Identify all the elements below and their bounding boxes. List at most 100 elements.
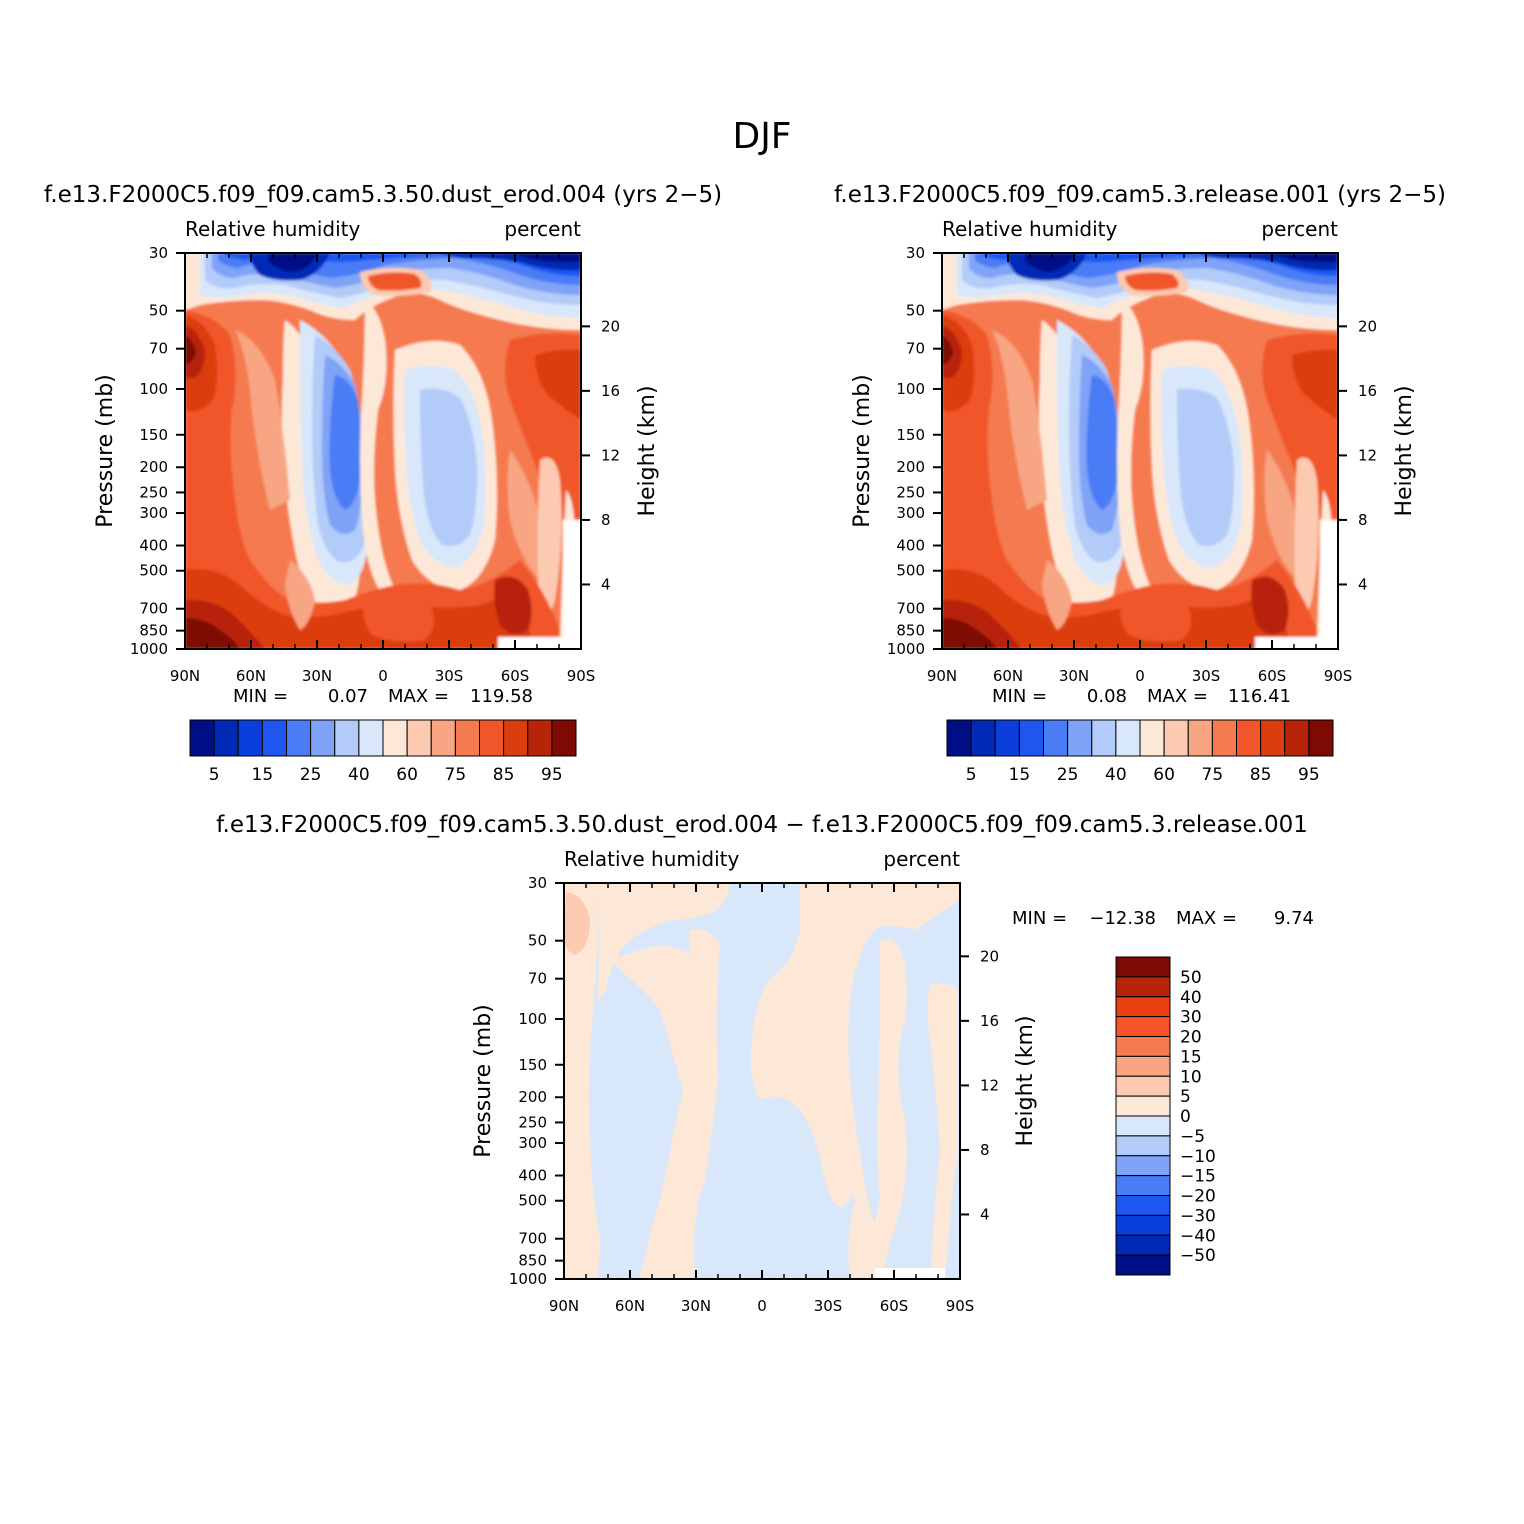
panel-a-y-axis-title: Pressure (mb) [93,374,118,528]
rh-contour-band [185,618,240,649]
colorbar-swatch [237,719,263,757]
colorbar-swatch [1115,1115,1171,1137]
colorbar-swatch [1043,719,1069,757]
panel-b-variable-label: Relative humidity [942,217,1117,241]
y2-tick-label: 4 [1358,575,1368,593]
colorbar-label: 15 [1180,1047,1202,1067]
colorbar-label: 85 [1250,765,1272,785]
rh-contour-band [535,349,581,420]
rh-contour-band [1294,457,1319,623]
colorbar-swatch [454,719,480,757]
y-tick-label: 200 [139,458,168,476]
rh-contour-band [1264,450,1299,580]
rh-contour-band [285,560,315,630]
y-tick-label: 30 [906,244,925,262]
y2-tick-label: 16 [601,382,620,400]
panel-c-missing-data [875,1268,945,1279]
x-tick-label: 90S [1324,667,1353,685]
colorbar-swatch [503,719,529,757]
colorbar-swatch [1236,719,1262,757]
x-tick-label: 30S [1192,667,1221,685]
y-tick-label: 100 [139,380,168,398]
colorbar-swatch [1211,719,1237,757]
rh-contour-band [360,300,395,600]
colorbar-swatch [994,719,1020,757]
colorbar-label: 75 [445,765,467,785]
diff-region-pos-5 [751,883,960,1207]
panel-c-max-value: 9.74 [1274,908,1314,929]
x-tick-label: 0 [1135,667,1145,685]
colorbar-label: 60 [1153,765,1175,785]
rh-contour-band [235,330,290,510]
colorbar-swatch [1115,1155,1171,1177]
colorbar-label: 20 [1180,1028,1202,1048]
colorbar-swatch [430,719,456,757]
colorbar-label: 40 [1180,988,1202,1008]
colorbar-label: 5 [1180,1087,1191,1107]
panel-b-subtitle: f.e13.F2000C5.f09_f09.cam5.3.release.001… [834,182,1446,208]
colorbar-label: 95 [1298,765,1320,785]
colorbar-label: 5 [209,765,220,785]
panel-c-units-label: percent [883,847,960,871]
diff-region-pos-8 [927,983,958,1279]
colorbar-swatch [1091,719,1117,757]
y-tick-label: 300 [518,1134,547,1152]
y-tick-label: 70 [906,340,925,358]
panel-b-max-label: MAX = [1147,686,1208,707]
colorbar-label: −5 [1180,1127,1205,1147]
x-tick-label: 30N [681,1297,711,1315]
rh-contour-band [498,637,563,649]
y-tick-label: 200 [896,458,925,476]
colorbar-swatch [1115,996,1171,1018]
panel-b-max-value: 116.41 [1228,686,1291,707]
y-tick-label: 100 [896,380,925,398]
y2-tick-label: 4 [601,575,611,593]
y-tick-label: 700 [518,1230,547,1248]
y-tick-label: 500 [139,562,168,580]
colorbar-label: 25 [1057,765,1079,785]
colorbar-label: 50 [1180,968,1202,988]
y-tick-label: 150 [518,1056,547,1074]
x-tick-label: 60S [880,1297,909,1315]
colorbar-label: −10 [1180,1147,1216,1167]
y-tick-label: 50 [528,932,547,950]
colorbar-swatch [382,719,408,757]
rh-contour-band [1086,375,1118,510]
rh-contour-band [507,450,542,580]
y-tick-label: 250 [518,1113,547,1131]
panel-c-y2-axis-title: Height (km) [1013,1015,1038,1146]
y-tick-label: 700 [139,600,168,618]
rh-contour-band [363,598,434,642]
colorbar-swatch [1115,1095,1171,1117]
colorbar-swatch [1115,1055,1171,1077]
x-tick-label: 30S [814,1297,843,1315]
colorbar-label: 5 [966,765,977,785]
y2-tick-label: 12 [980,1076,999,1094]
colorbar-swatch [1115,1254,1171,1276]
y-tick-label: 1000 [130,640,168,658]
diff-region-pos-2 [598,883,730,1000]
y-tick-label: 30 [149,244,168,262]
panel-a-min-value: 0.07 [328,686,368,707]
y-tick-label: 50 [149,302,168,320]
colorbar-swatch [358,719,384,757]
colorbar-swatch [946,719,972,757]
figure-title: DJF [732,116,791,157]
y2-tick-label: 20 [980,947,999,965]
x-tick-label: 60S [501,667,530,685]
rh-contour-band [452,253,581,263]
y-tick-label: 500 [518,1192,547,1210]
colorbar-label: 75 [1202,765,1224,785]
x-tick-label: 90S [567,667,596,685]
diff-region-pos-7 [868,939,907,1270]
rh-contour-band [563,520,581,649]
panel-c-positive-regions [564,883,960,1279]
y2-tick-label: 16 [1358,382,1377,400]
colorbar-label: −50 [1180,1246,1216,1266]
y2-tick-label: 8 [601,511,611,529]
colorbar-label: 0 [1180,1107,1191,1127]
panel-a-min-label: MIN = [233,686,288,707]
rh-contour-band [1320,520,1338,649]
y2-tick-label: 8 [1358,511,1368,529]
y-tick-label: 400 [139,537,168,555]
